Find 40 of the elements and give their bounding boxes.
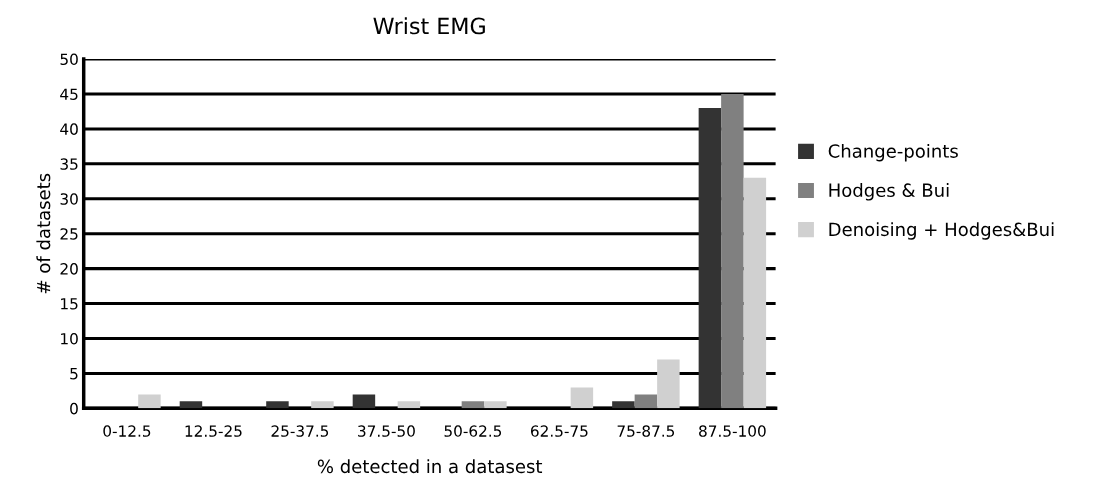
bar [179, 401, 203, 409]
legend-label: Change-points [828, 143, 958, 162]
bar [698, 107, 722, 409]
y-tick-label: 40 [60, 123, 78, 135]
chart-title: Wrist EMG [373, 17, 485, 35]
x-tick-label: 25-37.5 [271, 425, 329, 437]
x-tick-label: 0-12.5 [103, 425, 151, 437]
legend-label: Hodges & Bui [829, 183, 949, 201]
y-tick-label: 5 [70, 368, 78, 380]
y-tick-label: 35 [60, 158, 78, 170]
x-tick-label: 75-87.5 [617, 425, 675, 437]
y-tick-label: 0 [70, 402, 78, 415]
y-tick-label: 10 [61, 332, 78, 345]
bar [612, 401, 635, 409]
x-tick-label: 37.5-50 [358, 425, 415, 437]
y-tick-label: 25 [60, 228, 78, 240]
bar [721, 93, 744, 409]
y-axis-title: # of datasets [36, 173, 51, 294]
legend-label: Denoising + Hodges&Bui [829, 222, 1054, 240]
y-tick-label: 50 [60, 53, 78, 66]
y-tick-label: 30 [60, 193, 78, 205]
x-tick-label: 62.5-75 [530, 425, 588, 437]
x-tick-label: 12.5-25 [185, 425, 242, 437]
bar [743, 177, 767, 409]
bar [138, 394, 161, 409]
x-axis-title: % detected in a datasest [317, 459, 543, 474]
y-tick-label: 20 [60, 263, 78, 275]
bar [657, 359, 680, 409]
bar [352, 394, 376, 409]
y-tick-label: 45 [60, 88, 78, 100]
bar [311, 401, 334, 409]
bar [461, 401, 485, 409]
bar [484, 401, 507, 409]
bar [266, 401, 289, 409]
bar [634, 394, 658, 409]
x-tick-label: 50-62.5 [444, 425, 502, 437]
y-tick-label: 15 [61, 298, 78, 310]
x-tick-label: 87.5-100 [699, 425, 766, 437]
bar [397, 401, 421, 409]
bar [570, 387, 594, 409]
